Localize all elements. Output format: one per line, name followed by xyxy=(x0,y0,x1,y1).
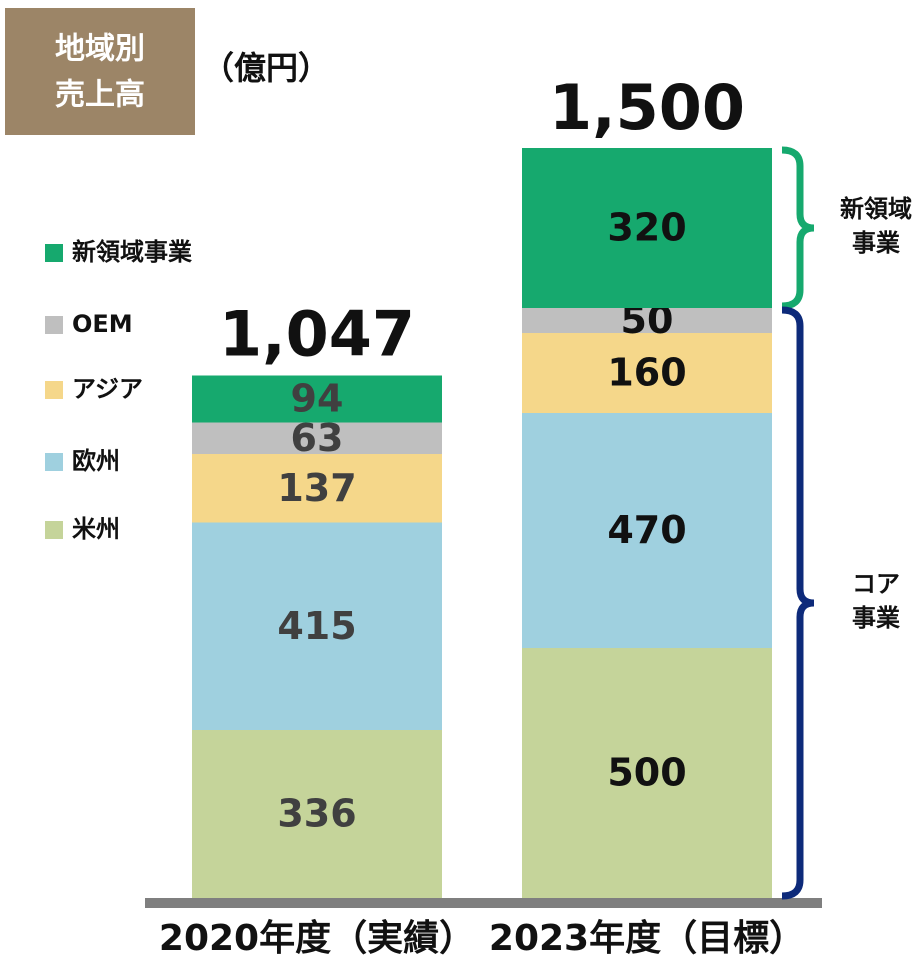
value-label: 500 xyxy=(607,751,686,795)
title-badge xyxy=(5,8,195,135)
legend-label: アジア xyxy=(72,375,143,403)
bar-segment xyxy=(192,375,442,423)
value-label: 94 xyxy=(291,377,344,421)
total-label: 1,047 xyxy=(219,298,415,371)
value-label: 160 xyxy=(607,351,686,395)
value-label: 137 xyxy=(277,466,356,510)
bar-segment xyxy=(522,333,772,413)
legend-swatch xyxy=(45,521,63,539)
bar-segment xyxy=(192,454,442,523)
legend-swatch xyxy=(45,453,63,471)
bracket xyxy=(781,306,815,900)
bar-segment xyxy=(192,522,442,730)
annotation: 事業 xyxy=(852,229,900,257)
value-label: 63 xyxy=(291,416,344,460)
bracket xyxy=(781,146,815,310)
bar-segment xyxy=(192,422,442,454)
annotation: コア xyxy=(852,570,900,598)
baseline xyxy=(145,898,822,908)
bar-segment xyxy=(522,648,772,898)
legend-label: 新領域事業 xyxy=(72,238,192,266)
chart-title: 地域別 xyxy=(55,32,145,67)
legend-swatch xyxy=(45,316,63,334)
chart-title: 売上高 xyxy=(55,78,145,113)
value-label: 415 xyxy=(277,604,356,648)
x-tick-label: 2020年度（実績） xyxy=(159,918,475,959)
value-label: 470 xyxy=(607,508,686,552)
value-label: 336 xyxy=(277,792,356,836)
bar-segment xyxy=(192,730,442,898)
legend-label: 米州 xyxy=(72,515,120,543)
legend-label: 欧州 xyxy=(72,447,120,475)
annotation: 新領域 xyxy=(840,195,912,223)
bar-segment xyxy=(522,308,772,333)
unit-label: （億円） xyxy=(202,49,330,87)
legend-swatch xyxy=(45,244,63,262)
bar-segment xyxy=(522,413,772,648)
total-label: 1,500 xyxy=(549,71,745,144)
legend-label: OEM xyxy=(72,310,133,338)
x-tick-label: 2023年度（目標） xyxy=(489,918,805,959)
legend-swatch xyxy=(45,381,63,399)
value-label: 320 xyxy=(607,206,686,250)
bar-segment xyxy=(522,148,772,308)
annotation: 事業 xyxy=(852,604,900,632)
